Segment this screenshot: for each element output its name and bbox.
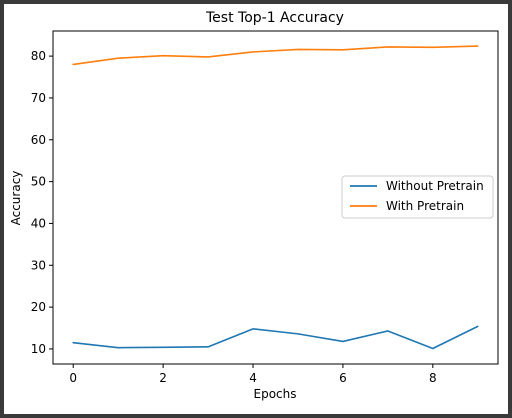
y-axis: 10 20 30 40 50 60 70 80 [31, 49, 53, 356]
series-layer [72, 45, 479, 350]
series-line-1 [72, 45, 479, 66]
series-line-0 [72, 325, 479, 350]
y-tick-label: 80 [31, 49, 46, 63]
x-axis: 0 2 4 6 8 [69, 364, 437, 385]
y-tick-label: 30 [31, 258, 46, 272]
x-tick-label: 0 [69, 371, 77, 385]
x-tick-label: 6 [339, 371, 347, 385]
x-tick-label: 4 [249, 371, 257, 385]
chart-title: Test Top-1 Accuracy [205, 10, 344, 26]
y-tick-label: 60 [31, 133, 46, 147]
y-tick-label: 40 [31, 216, 46, 230]
y-tick-label: 50 [31, 175, 46, 189]
y-tick-label: 20 [31, 300, 46, 314]
y-tick-label: 10 [31, 342, 46, 356]
y-tick-label: 70 [31, 91, 46, 105]
legend-label-with-pretrain: With Pretrain [386, 199, 464, 213]
y-axis-label: Accuracy [9, 171, 23, 226]
legend: Without Pretrain With Pretrain [341, 175, 494, 219]
x-axis-label: Epochs [254, 387, 297, 401]
plot-area [52, 30, 499, 365]
legend-label-without-pretrain: Without Pretrain [386, 179, 484, 193]
x-tick-label: 8 [429, 371, 437, 385]
x-tick-label: 2 [159, 371, 167, 385]
legend-box [341, 175, 494, 219]
